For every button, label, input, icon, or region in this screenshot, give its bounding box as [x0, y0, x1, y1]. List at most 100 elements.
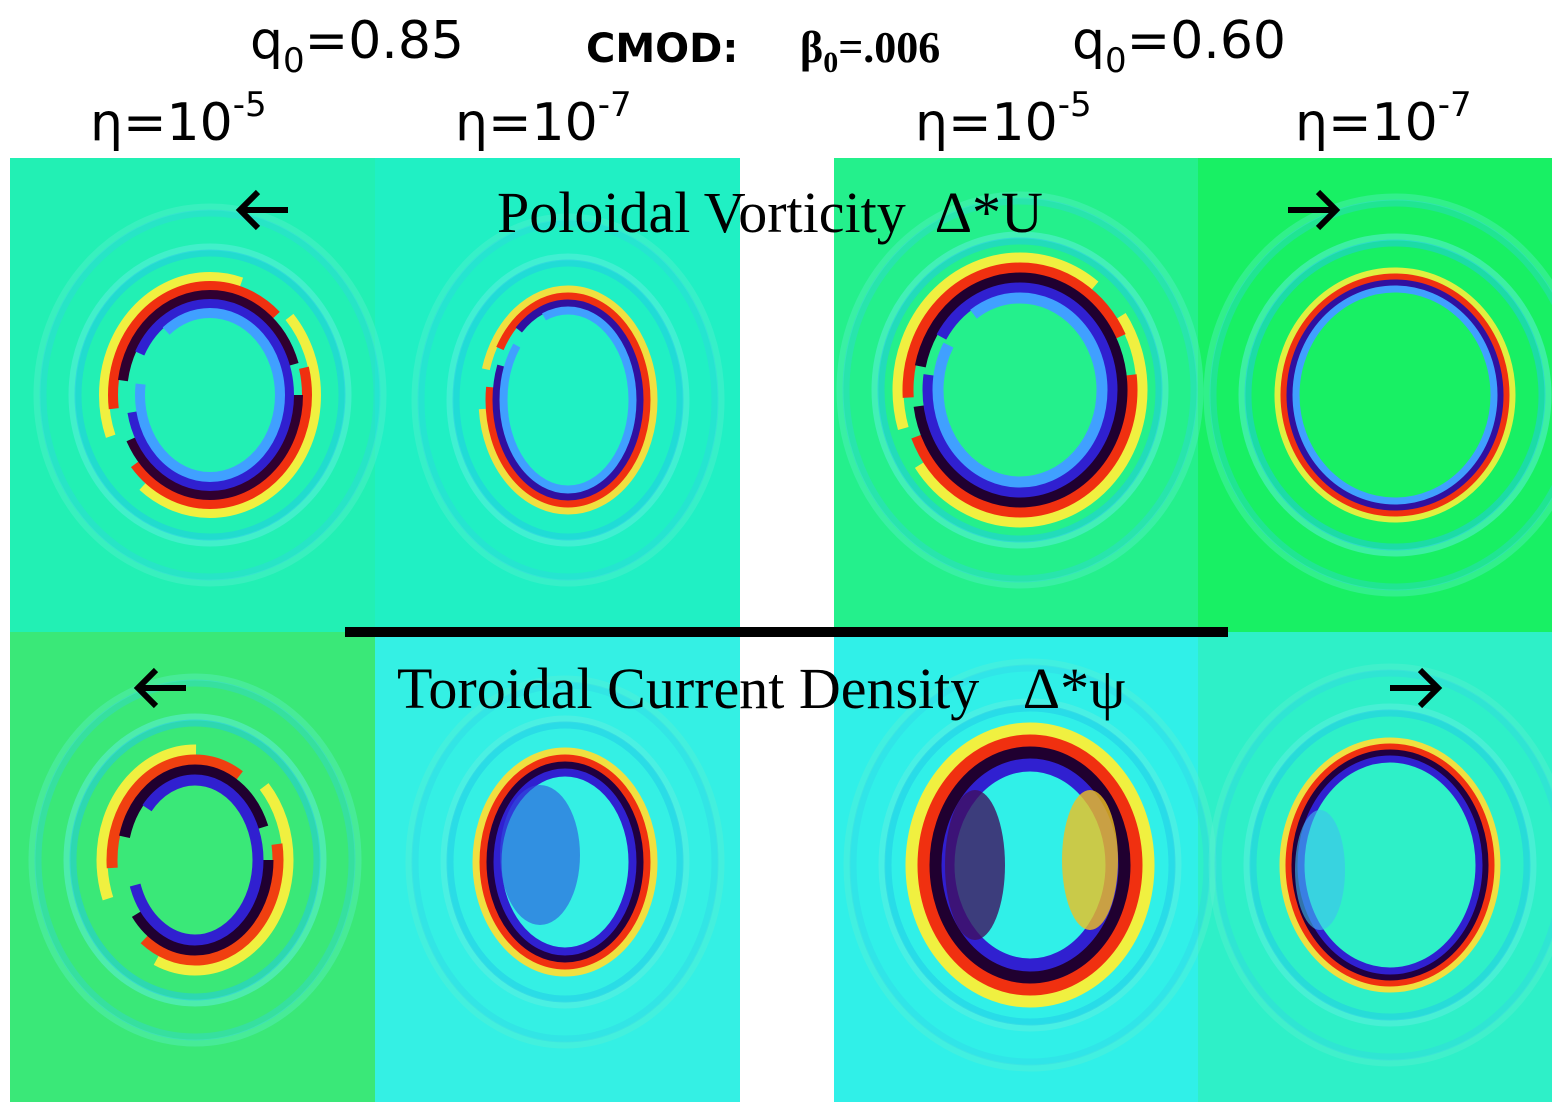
contour-band — [1244, 239, 1546, 551]
contour-band — [135, 308, 285, 482]
contour-band — [1238, 233, 1552, 557]
exponent: -7 — [598, 85, 632, 125]
value: =.006 — [838, 23, 940, 72]
contour-blob — [945, 790, 1005, 940]
contour-band — [905, 722, 1155, 1008]
contour-band — [126, 774, 264, 946]
contour-band — [917, 734, 1143, 996]
contour-band — [479, 754, 651, 970]
exponent: -5 — [233, 85, 267, 125]
contour-band — [478, 285, 658, 515]
contour-band — [929, 746, 1131, 984]
panels — [10, 158, 1552, 1102]
beta0: β0=.006 — [800, 23, 940, 79]
symbol: q — [1072, 11, 1105, 71]
row-title: Toroidal Current Density Δ*ψ — [397, 656, 1125, 721]
contour-band — [126, 299, 294, 491]
contour-band — [843, 658, 1217, 1072]
contour-band — [1243, 703, 1537, 1027]
contour-band — [1214, 669, 1552, 1061]
contour-blob — [1295, 810, 1345, 930]
contour-band — [417, 219, 719, 581]
symbol: β — [800, 23, 823, 72]
eta-label: η=10-7 — [455, 85, 632, 153]
contour-band — [440, 715, 690, 1009]
contour-blob — [1062, 790, 1118, 930]
contour-band — [69, 719, 321, 1001]
contour-band — [493, 768, 637, 956]
base: η=10 — [455, 93, 598, 153]
eta-label: η=10-5 — [90, 85, 267, 153]
contour-band — [74, 249, 346, 541]
contour-band — [106, 754, 284, 966]
contour-band — [405, 675, 725, 1049]
contour-band — [1274, 267, 1516, 523]
contour-band — [452, 259, 684, 541]
contour-band — [1249, 709, 1531, 1021]
contour-band — [33, 203, 387, 587]
contour-band — [842, 197, 1198, 583]
contour-band — [1279, 737, 1501, 993]
contour-band — [1280, 273, 1510, 517]
contour-band — [485, 292, 651, 508]
contour-band — [1203, 193, 1552, 597]
contour-band — [1208, 663, 1552, 1067]
contour-band — [1291, 749, 1489, 981]
contour-band — [492, 299, 644, 501]
contour-band — [1292, 285, 1498, 505]
q0-left: q0=0.85 — [250, 11, 464, 81]
contour-band — [108, 281, 312, 509]
contour-band — [34, 679, 356, 1041]
arrow-right — [1288, 189, 1341, 231]
contour-band — [446, 721, 684, 1003]
contour-band — [1285, 743, 1495, 987]
contour-band — [871, 231, 1169, 549]
base: η=10 — [90, 93, 233, 153]
contour-band — [411, 681, 719, 1043]
contour-band — [922, 282, 1118, 498]
contour-band — [446, 253, 690, 547]
contour-band — [884, 704, 1176, 1026]
contour-band — [932, 292, 1108, 488]
row-title: Poloidal Vorticity Δ*U — [497, 180, 1043, 245]
eta-label: η=10-5 — [915, 85, 1092, 153]
contour-band — [116, 764, 274, 956]
arrow-right — [1390, 667, 1443, 709]
contour-band — [1286, 279, 1504, 511]
value: =0.85 — [305, 11, 464, 71]
contour-band — [836, 191, 1204, 589]
contour-band — [878, 698, 1182, 1032]
base: η=10 — [915, 93, 1058, 153]
contour-band — [1209, 199, 1552, 591]
contour-band — [912, 272, 1128, 508]
arrow-left — [235, 189, 288, 231]
arrow-left — [133, 667, 186, 709]
contour-band — [877, 237, 1163, 543]
contour-band — [472, 747, 658, 977]
contour-band — [63, 713, 327, 1007]
contour-band — [68, 243, 352, 547]
exponent: -5 — [1058, 85, 1092, 125]
contour-band — [849, 664, 1211, 1066]
exponent: -7 — [1438, 85, 1472, 125]
contour-band — [28, 673, 362, 1047]
subscript: 0 — [1105, 41, 1127, 81]
contour-band — [39, 209, 381, 581]
contour-band — [486, 761, 644, 963]
value: =0.60 — [1127, 11, 1286, 71]
contour-band — [411, 213, 725, 587]
contour-band — [99, 272, 321, 518]
cmod-label: CMOD: — [586, 26, 738, 72]
contour-band — [902, 262, 1138, 518]
base: η=10 — [1295, 93, 1438, 153]
contour-blob — [500, 785, 580, 925]
contour-band — [892, 252, 1148, 528]
symbol: q — [250, 11, 283, 71]
contour-band — [499, 306, 637, 494]
q0-right: q0=0.60 — [1072, 11, 1286, 81]
arrows — [133, 189, 1443, 709]
contour-band — [117, 290, 303, 500]
contour-band — [96, 744, 294, 976]
